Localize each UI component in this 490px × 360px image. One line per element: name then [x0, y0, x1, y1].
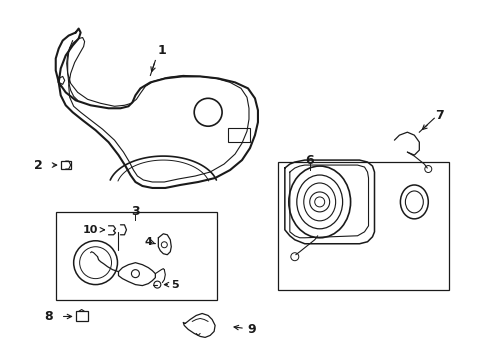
Text: 4: 4	[145, 237, 152, 247]
Text: 3: 3	[131, 205, 140, 219]
Text: 10: 10	[83, 225, 98, 235]
Bar	[75, 311, 88, 321]
Bar	[56, 212, 217, 300]
Bar	[278, 162, 449, 289]
Text: 2: 2	[34, 158, 43, 172]
Text: 7: 7	[435, 109, 443, 122]
Text: 5: 5	[172, 280, 179, 289]
Text: 6: 6	[305, 154, 314, 167]
Text: 1: 1	[158, 44, 167, 57]
Bar	[228, 128, 250, 142]
Text: 8: 8	[45, 310, 53, 323]
Bar	[61, 161, 71, 169]
Text: 9: 9	[247, 323, 256, 336]
